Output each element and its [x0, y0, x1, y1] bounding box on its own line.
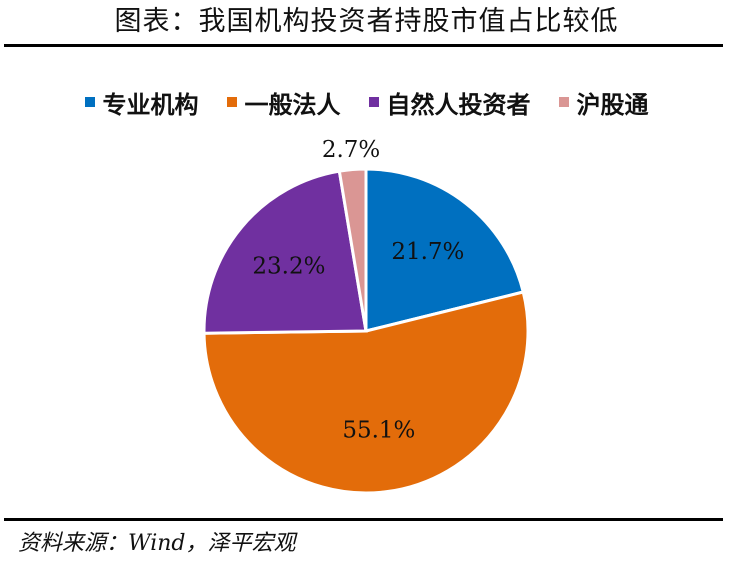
slice-individual: [202, 169, 368, 335]
legend-label-corporate: 一般法人: [244, 90, 341, 119]
legend-item-corporate: 一般法人: [226, 85, 341, 120]
slice-corporate: [202, 290, 530, 495]
legend-label-individual: 自然人投资者: [386, 90, 531, 119]
legend-item-connect: 沪股通: [558, 85, 649, 120]
label-professional: 21.7%: [391, 239, 464, 265]
legend-item-professional: 专业机构: [84, 85, 199, 120]
legend-item-individual: 自然人投资者: [368, 85, 531, 120]
slice-connect: [337, 167, 368, 332]
slice-professional: [364, 167, 526, 333]
chart-title: 图表：我国机构投资者持股市值占比较低: [114, 6, 619, 37]
pie-chart: 21.7% 55.1% 23.2% 2.7%: [202, 137, 530, 495]
legend: 专业机构 一般法人 自然人投资者 沪股通: [0, 84, 733, 120]
legend-swatch-professional: [84, 97, 95, 107]
legend-swatch-corporate: [226, 97, 237, 107]
source-note: 资料来源：Wind，泽平宏观: [18, 531, 296, 556]
legend-swatch-individual: [368, 97, 379, 107]
legend-label-connect: 沪股通: [576, 90, 649, 119]
legend-swatch-connect: [558, 97, 569, 107]
footer-rule: [4, 518, 723, 521]
label-connect: 2.7%: [322, 137, 380, 163]
label-corporate: 55.1%: [342, 418, 415, 444]
legend-label-professional: 专业机构: [102, 90, 199, 119]
title-underline: [4, 44, 723, 47]
label-individual: 23.2%: [252, 254, 325, 280]
